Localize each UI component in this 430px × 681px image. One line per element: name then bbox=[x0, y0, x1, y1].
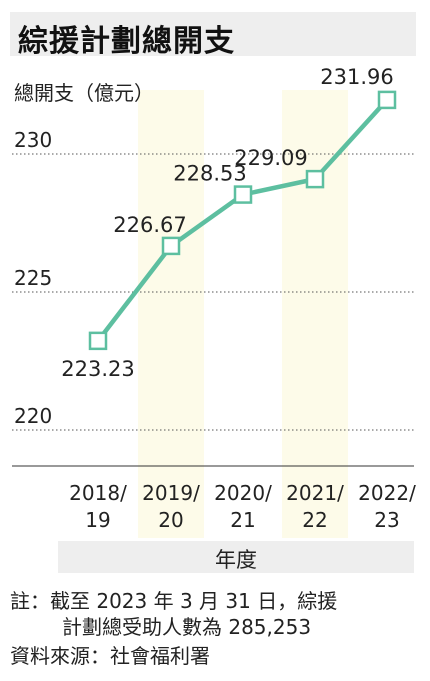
data-point bbox=[233, 185, 253, 204]
data-point bbox=[88, 331, 108, 351]
x-axis-title-band: 年度 bbox=[58, 541, 414, 573]
x-tick-label: 21 bbox=[230, 508, 255, 532]
data-label: 229.09 bbox=[234, 146, 307, 170]
source-note: 資料來源：社會福利署 bbox=[10, 644, 210, 668]
data-label: 226.67 bbox=[113, 213, 186, 237]
chart-title: 綜援計劃總開支 bbox=[18, 24, 235, 59]
x-tick-label: 2019/ bbox=[142, 481, 200, 505]
data-label: 228.53 bbox=[173, 162, 246, 186]
x-tick-label: 2022/ bbox=[358, 481, 416, 505]
column-band-1 bbox=[138, 90, 204, 538]
y-axis-title: 總開支（億元） bbox=[14, 81, 154, 105]
x-tick-label: 23 bbox=[374, 508, 399, 532]
y-tick-label: 230 bbox=[14, 128, 52, 152]
x-tick-label: 19 bbox=[85, 508, 110, 532]
x-tick-label: 22 bbox=[302, 508, 327, 532]
column-band-3 bbox=[282, 90, 348, 538]
y-tick-label: 220 bbox=[14, 404, 52, 428]
y-tick-label: 225 bbox=[14, 266, 52, 290]
x-axis-title: 年度 bbox=[215, 548, 257, 572]
footnote-line-2: 計劃總受助人數為 285,253 bbox=[62, 615, 312, 639]
x-tick-label: 2020/ bbox=[214, 481, 272, 505]
line-chart: 總開支（億元） 220 225 230 2018/19 2019/20 2020/21 202… bbox=[12, 65, 416, 538]
data-point bbox=[377, 90, 397, 110]
data-label: 231.96 bbox=[320, 65, 393, 89]
data-point bbox=[305, 169, 325, 189]
data-label: 223.23 bbox=[61, 357, 134, 381]
x-tick-label: 2021/ bbox=[286, 481, 344, 505]
x-tick-label: 2018/ bbox=[69, 481, 127, 505]
title-bar: 綜援計劃總開支 bbox=[10, 12, 416, 59]
footnote-line-1: 註：截至 2023 年 3 月 31 日，綜援 bbox=[10, 589, 338, 613]
data-point bbox=[161, 236, 181, 256]
x-tick-label: 20 bbox=[158, 508, 183, 532]
